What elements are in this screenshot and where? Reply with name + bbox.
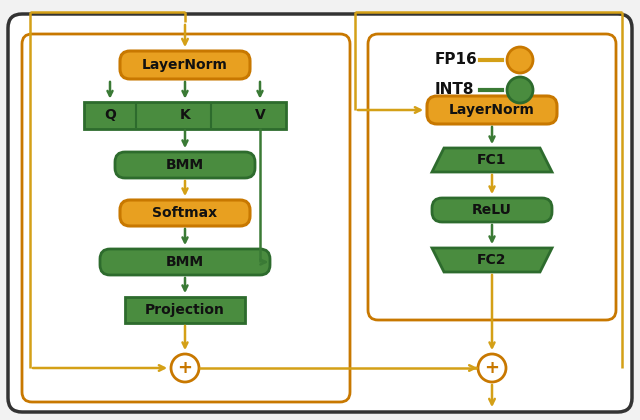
Text: +: + xyxy=(177,359,193,377)
Text: Q: Q xyxy=(104,108,116,122)
Text: +: + xyxy=(484,359,499,377)
Circle shape xyxy=(171,354,199,382)
FancyBboxPatch shape xyxy=(120,51,250,79)
Text: FC2: FC2 xyxy=(477,253,507,267)
Text: K: K xyxy=(180,108,190,122)
Text: LayerNorm: LayerNorm xyxy=(142,58,228,72)
FancyBboxPatch shape xyxy=(115,152,255,178)
FancyBboxPatch shape xyxy=(84,102,286,129)
FancyBboxPatch shape xyxy=(120,200,250,226)
Circle shape xyxy=(507,77,533,103)
Text: FP16: FP16 xyxy=(435,52,477,68)
Text: ReLU: ReLU xyxy=(472,203,512,217)
FancyBboxPatch shape xyxy=(125,297,245,323)
Polygon shape xyxy=(432,248,552,272)
FancyBboxPatch shape xyxy=(368,34,616,320)
Text: Projection: Projection xyxy=(145,303,225,317)
Circle shape xyxy=(507,47,533,73)
Text: Softmax: Softmax xyxy=(152,206,218,220)
Text: FC1: FC1 xyxy=(477,153,507,167)
FancyBboxPatch shape xyxy=(8,14,632,412)
Text: V: V xyxy=(255,108,266,122)
Text: LayerNorm: LayerNorm xyxy=(449,103,535,117)
FancyBboxPatch shape xyxy=(432,198,552,222)
Polygon shape xyxy=(432,148,552,172)
FancyBboxPatch shape xyxy=(100,249,270,275)
FancyBboxPatch shape xyxy=(427,96,557,124)
Text: BMM: BMM xyxy=(166,158,204,172)
Circle shape xyxy=(478,354,506,382)
Text: BMM: BMM xyxy=(166,255,204,269)
FancyBboxPatch shape xyxy=(22,34,350,402)
Text: INT8: INT8 xyxy=(435,82,474,97)
